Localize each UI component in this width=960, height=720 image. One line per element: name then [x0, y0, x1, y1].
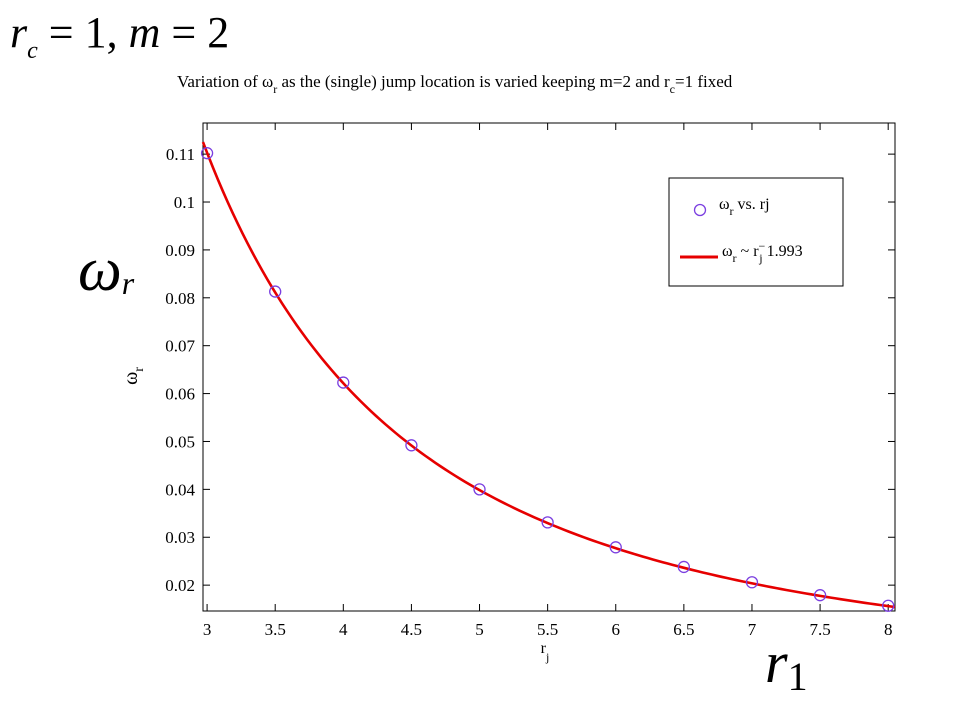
- slide-heading: rc = 1, m = 2: [10, 8, 229, 64]
- big-r1-symbol: r1: [765, 630, 808, 699]
- x-axis-label: rj: [541, 640, 550, 664]
- data-point: [813, 589, 827, 602]
- data-point: [609, 541, 622, 554]
- chart-title: Variation of ωr as the (single) jump loc…: [177, 72, 733, 96]
- data-point: [541, 516, 554, 529]
- svg-text:ωr: ωr: [120, 367, 147, 385]
- y-axis-label: ωr: [120, 367, 147, 385]
- data-point: [405, 439, 418, 452]
- heading-m: m: [129, 8, 161, 57]
- data-point: [269, 285, 282, 298]
- x-tick-label: 7: [748, 620, 757, 639]
- x-tick-label: 3: [203, 620, 212, 639]
- y-axis-ticks: 0.02 0.03 0.04 0.05 0.06 0.07 0.08 0.09 0.1 0.11: [165, 145, 895, 595]
- data-point: [882, 599, 895, 612]
- legend-box: [668, 177, 844, 287]
- y-tick-label: 0.08: [165, 289, 195, 308]
- legend-entry-scatter: ωr vs. rj: [719, 196, 770, 218]
- x-tick-label: 6: [611, 620, 620, 639]
- legend-entry-fit: ωr ~ r− j 1.993: [722, 239, 803, 265]
- legend-marker-circle: [693, 203, 707, 217]
- data-point: [473, 483, 486, 496]
- heading-eq1: = 1,: [38, 8, 129, 57]
- heading-c-subscript: c: [27, 38, 38, 64]
- y-tick-label: 0.03: [165, 528, 195, 547]
- y-tick-label: 0.06: [165, 385, 195, 404]
- svg-text:rc = 1, m = 2: rc = 1, m = 2: [10, 8, 229, 64]
- big-omega-r-symbol: ωr: [78, 236, 135, 304]
- y-tick-label: 0.02: [165, 576, 195, 595]
- x-tick-label: 4: [339, 620, 348, 639]
- x-tick-label: 5.5: [537, 620, 558, 639]
- x-tick-label: 4.5: [401, 620, 422, 639]
- scatter-points: [200, 147, 895, 612]
- data-point: [745, 576, 759, 589]
- y-tick-label: 0.1: [174, 193, 195, 212]
- heading-eq2: = 2: [160, 8, 229, 57]
- x-tick-label: 3.5: [265, 620, 286, 639]
- y-tick-label: 0.11: [166, 145, 195, 164]
- x-axis-ticks: 3 3.5 4 4.5 5 5.5 6 6.5 7 7.5 8: [203, 123, 893, 639]
- x-tick-label: 8: [884, 620, 893, 639]
- legend: ωr vs. rj ωr ~ r− j 1.993: [668, 177, 844, 287]
- x-tick-label: 7.5: [809, 620, 830, 639]
- y-tick-label: 0.05: [165, 432, 195, 451]
- data-point: [200, 147, 214, 160]
- y-tick-label: 0.09: [165, 241, 195, 260]
- y-tick-label: 0.07: [165, 337, 195, 356]
- y-tick-label: 0.04: [165, 480, 195, 499]
- fit-line-series: [201, 141, 896, 609]
- data-point: [677, 560, 691, 574]
- x-tick-label: 6.5: [673, 620, 694, 639]
- heading-r: r: [10, 8, 28, 57]
- data-point: [337, 376, 350, 389]
- x-tick-label: 5: [475, 620, 484, 639]
